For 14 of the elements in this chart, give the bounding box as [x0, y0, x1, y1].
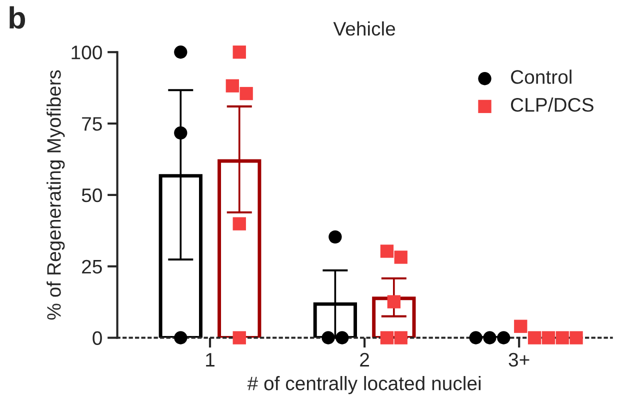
legend-label: CLP/DCS — [511, 97, 594, 112]
legend-label: Control — [511, 70, 572, 84]
y-tick-label: 0 — [92, 331, 102, 346]
y-tick-label: 75 — [82, 117, 102, 131]
text: b — [10, 6, 26, 29]
x-tick-label: 3+ — [508, 352, 530, 367]
chart-title: Vehicle — [333, 21, 396, 36]
x-axis-title: # of centrally located nuclei — [247, 376, 481, 394]
y-tick-label: 50 — [82, 188, 102, 202]
y-tick-label: 100 — [72, 46, 102, 60]
x-tick-label: 1 — [206, 353, 214, 366]
x-tick-label: 2 — [360, 352, 369, 366]
y-axis-title: % of Regenerating Myofibers — [46, 70, 65, 320]
y-tick-label: 25 — [82, 260, 102, 274]
